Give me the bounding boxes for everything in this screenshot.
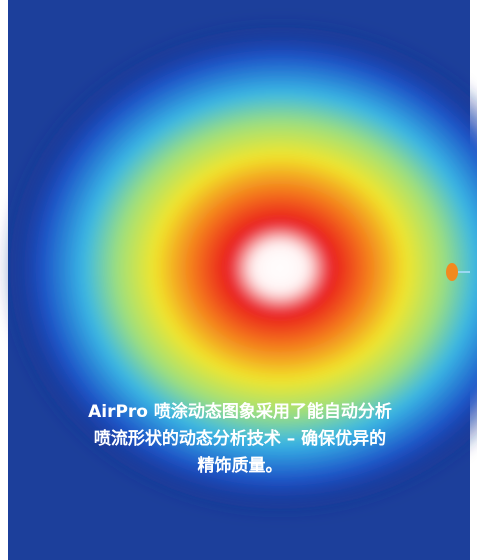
spray-heat [0, 18, 477, 518]
caption-line: AirPro 喷涂动态图象采用了能自动分析 [88, 401, 392, 422]
caption-line: 精饰质量。 [198, 455, 283, 476]
nozzle [446, 263, 458, 281]
caption-line: 喷流形状的动态分析技术 – 确保优异的 [94, 428, 386, 449]
